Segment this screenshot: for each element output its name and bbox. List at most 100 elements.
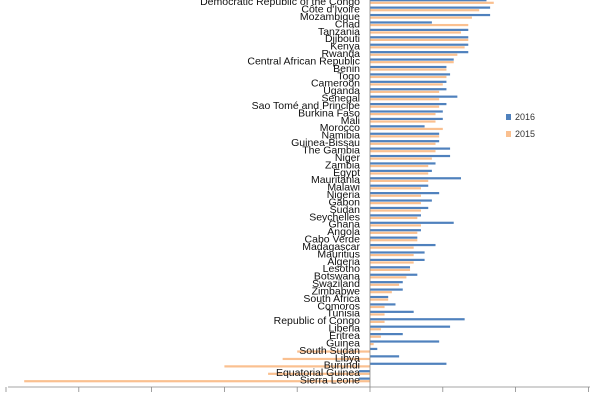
legend-swatch-2016: [506, 114, 511, 120]
category-label-tanzania: Tanzania: [318, 26, 360, 38]
bar-2015-niger: [370, 157, 432, 160]
bar-2016-sierra-leone: [359, 377, 370, 380]
bar-2015-libya: [282, 357, 370, 361]
category-label-south-sudan: South Sudan: [299, 345, 360, 357]
category-label-equatorial-guinea: Equatorial Guinea: [276, 367, 360, 379]
bar-2015-eritrea: [370, 335, 381, 338]
bar-2016-sudan: [370, 206, 429, 210]
bar-2016-tanzania: [370, 28, 469, 31]
bar-2015-burundi: [224, 365, 370, 368]
bar-2015-guinea-bissau: [370, 142, 436, 145]
bar-2016-senegal: [370, 95, 458, 98]
category-label-libya: Libya: [335, 352, 360, 364]
category-label-benin: Benin: [333, 63, 360, 75]
bar-2016-mauritania: [370, 177, 461, 180]
category-label-namibia: Namibia: [321, 130, 360, 142]
bar-2016-comoros: [370, 303, 396, 306]
bar-2016-nigeria: [370, 192, 440, 195]
bar-2015-mozambique: [370, 16, 472, 19]
bar-2015-senegal: [370, 98, 440, 101]
bar-2016-sao-tome-and-principe: [370, 102, 447, 106]
category-label-egypt: Egypt: [333, 167, 360, 179]
bar-2016-mauritius: [370, 251, 425, 254]
bar-2015-angola: [370, 231, 418, 234]
category-label-eritrea: Eritrea: [329, 330, 360, 342]
category-label-rwanda: Rwanda: [321, 48, 360, 60]
bar-2016-gabon: [370, 199, 432, 202]
bar-2015-zimbabwe: [370, 291, 392, 294]
category-label-liberia: Liberia: [328, 323, 360, 335]
bar-2016-swaziland: [370, 281, 403, 284]
category-label-cameroon: Cameroon: [311, 78, 360, 90]
bar-2016-republic-of-congo: [370, 318, 465, 321]
bar-2016-libya: [370, 355, 400, 358]
category-label-sudan: Sudan: [330, 204, 361, 216]
bar-2016-the-gambia: [370, 147, 451, 150]
bar-2015-botswana: [370, 276, 407, 279]
bar-2015-the-gambia: [370, 150, 436, 153]
category-label-mauritius: Mauritius: [317, 248, 360, 260]
category-label-algeria: Algeria: [327, 256, 360, 268]
bar-2016-djibouti: [370, 36, 469, 39]
category-label-madagascar: Madagascar: [302, 241, 360, 253]
bar-2015-malawi: [370, 187, 421, 190]
bar-2015-sierra-leone: [24, 380, 370, 383]
bar-2016-cote-d-ivoire: [370, 6, 491, 9]
bar-2015-comoros: [370, 305, 385, 309]
category-label-sao-tome-and-principe: Sao Tomé and Principe: [252, 100, 361, 112]
bar-2015-morocco: [370, 127, 443, 131]
category-label-botswana: Botswana: [314, 271, 360, 283]
bar-2015-burkina-faso: [370, 113, 436, 116]
bar-2016-ghana: [370, 221, 454, 224]
bar-2015-south-africa: [370, 298, 389, 301]
bar-2015-republic-of-congo: [370, 320, 385, 323]
bar-2015-south-sudan: [297, 350, 370, 353]
bar-2015-mauritania: [370, 179, 429, 182]
category-label-republic-of-congo: Republic of Congo: [274, 315, 361, 327]
category-label-central-african-republic: Central African Republic: [247, 55, 360, 67]
bar-2016-guinea: [370, 340, 440, 343]
bar-2016-mozambique: [370, 13, 491, 17]
bar-2016-uganda: [370, 88, 447, 91]
bar-2015-rwanda: [370, 53, 458, 56]
category-label-angola: Angola: [327, 226, 360, 238]
axes-group: [5, 0, 590, 392]
category-label-mauritania: Mauritania: [311, 174, 360, 186]
legend-swatch-2015: [506, 131, 511, 137]
bar-2016-eritrea: [370, 333, 403, 336]
bar-2015-tanzania: [370, 31, 461, 34]
bar-2016-lesotho: [370, 266, 411, 269]
bar-2015-cote-d-ivoire: [370, 9, 480, 12]
category-label-uganda: Uganda: [323, 85, 360, 97]
bar-2016-cabo-verde: [370, 236, 418, 239]
bar-2015-ghana: [370, 224, 421, 227]
legend-label-2016: 2016: [515, 112, 535, 122]
bar-2016-benin: [370, 65, 447, 69]
category-label-zimbabwe: Zimbabwe: [312, 285, 361, 297]
bar-2016-algeria: [370, 258, 425, 261]
bar-2015-chad: [370, 23, 469, 27]
bar-2015-uganda: [370, 90, 440, 93]
category-label-mali: Mali: [341, 115, 360, 127]
bar-2015-cameroon: [370, 83, 443, 86]
bar-2016-morocco: [370, 125, 425, 128]
bar-2016-south-africa: [370, 295, 389, 299]
bar-2016-burundi: [370, 362, 447, 365]
category-label-malawi: Malawi: [327, 182, 360, 194]
bar-2015-madagascar: [370, 246, 414, 249]
bar-2015-djibouti: [370, 38, 469, 41]
category-label-togo: Togo: [337, 70, 360, 82]
bar-2016-niger: [370, 154, 451, 158]
bar-2016-guinea-bissau: [370, 140, 440, 143]
bar-2015-seychelles: [370, 216, 418, 220]
bar-2015-equatorial-guinea: [268, 372, 370, 375]
bar-2016-democratic-republic-of-the-congo: [370, 0, 487, 2]
bar-2015-swaziland: [370, 283, 400, 286]
category-label-senegal: Senegal: [321, 93, 360, 105]
category-label-comoros: Comoros: [317, 300, 360, 312]
bar-2015-togo: [370, 75, 447, 79]
category-label-seychelles: Seychelles: [309, 211, 360, 223]
bar-2016-zimbabwe: [370, 288, 403, 291]
category-label-guinea: Guinea: [326, 337, 360, 349]
